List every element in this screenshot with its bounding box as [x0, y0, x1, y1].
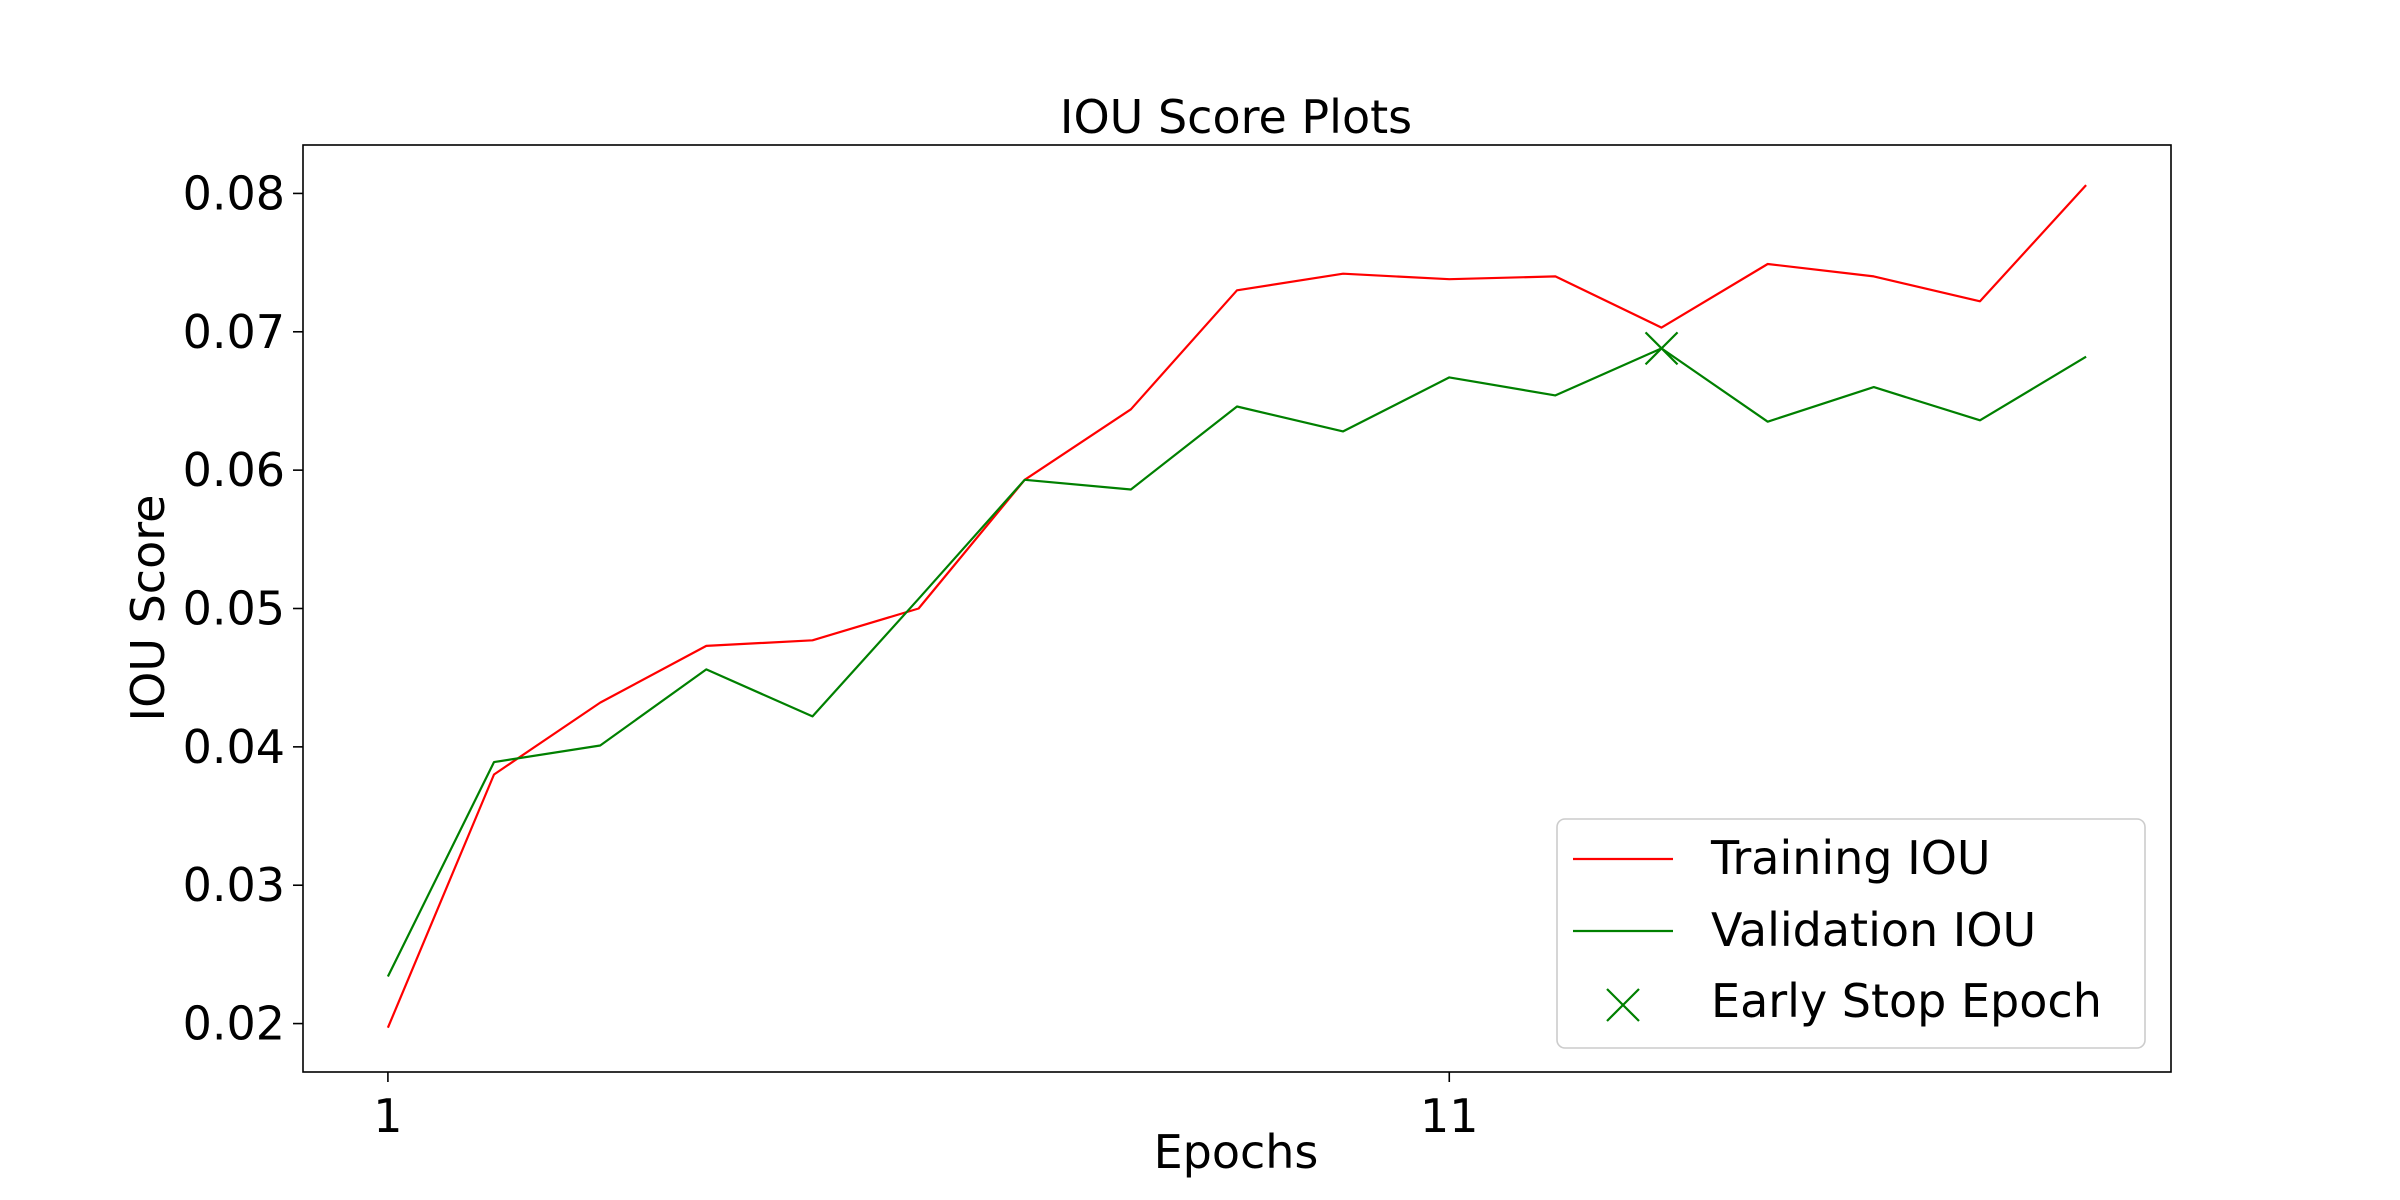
- plot-frame: [302, 144, 2172, 1073]
- legend-box: [1556, 818, 2146, 1049]
- y-tick-label: 0.06: [183, 443, 285, 497]
- early-stop-marker: [1644, 331, 1679, 366]
- x-axis-label: Epochs: [1154, 1125, 1319, 1179]
- y-tick-label: 0.08: [183, 166, 285, 220]
- series-line-training-iou: [386, 184, 2087, 1029]
- y-tick-label: 0.05: [183, 582, 285, 636]
- y-tick-label: 0.02: [183, 997, 285, 1051]
- x-tick-label: 11: [1420, 1089, 1479, 1143]
- y-tick-label: 0.04: [183, 720, 285, 774]
- x-axis-ticks: 1 11: [373, 1072, 1479, 1143]
- x-tick-label: 1: [373, 1089, 402, 1143]
- y-tick-label: 0.03: [183, 858, 285, 912]
- series-line-validation-iou: [386, 347, 2087, 977]
- chart-title: IOU Score Plots: [1060, 90, 1412, 144]
- y-axis-label: IOU Score: [121, 495, 175, 722]
- y-tick-label: 0.07: [183, 305, 285, 359]
- legend-training-label: Training IOU: [1710, 831, 1991, 885]
- legend-validation-label: Validation IOU: [1711, 903, 2036, 957]
- plot-lines: [386, 184, 2087, 1029]
- early-stop-marker-stroke: [1644, 331, 1679, 366]
- y-axis-ticks: 0.02 0.03 0.04 0.05 0.06 0.07 0.08: [183, 166, 303, 1051]
- legend: Training IOU Validation IOU Early Stop E…: [1556, 818, 2146, 1049]
- legend-early-stop-marker: [1606, 988, 1640, 1022]
- legend-early-stop-label: Early Stop Epoch: [1711, 974, 2102, 1028]
- markers: [1644, 331, 1679, 366]
